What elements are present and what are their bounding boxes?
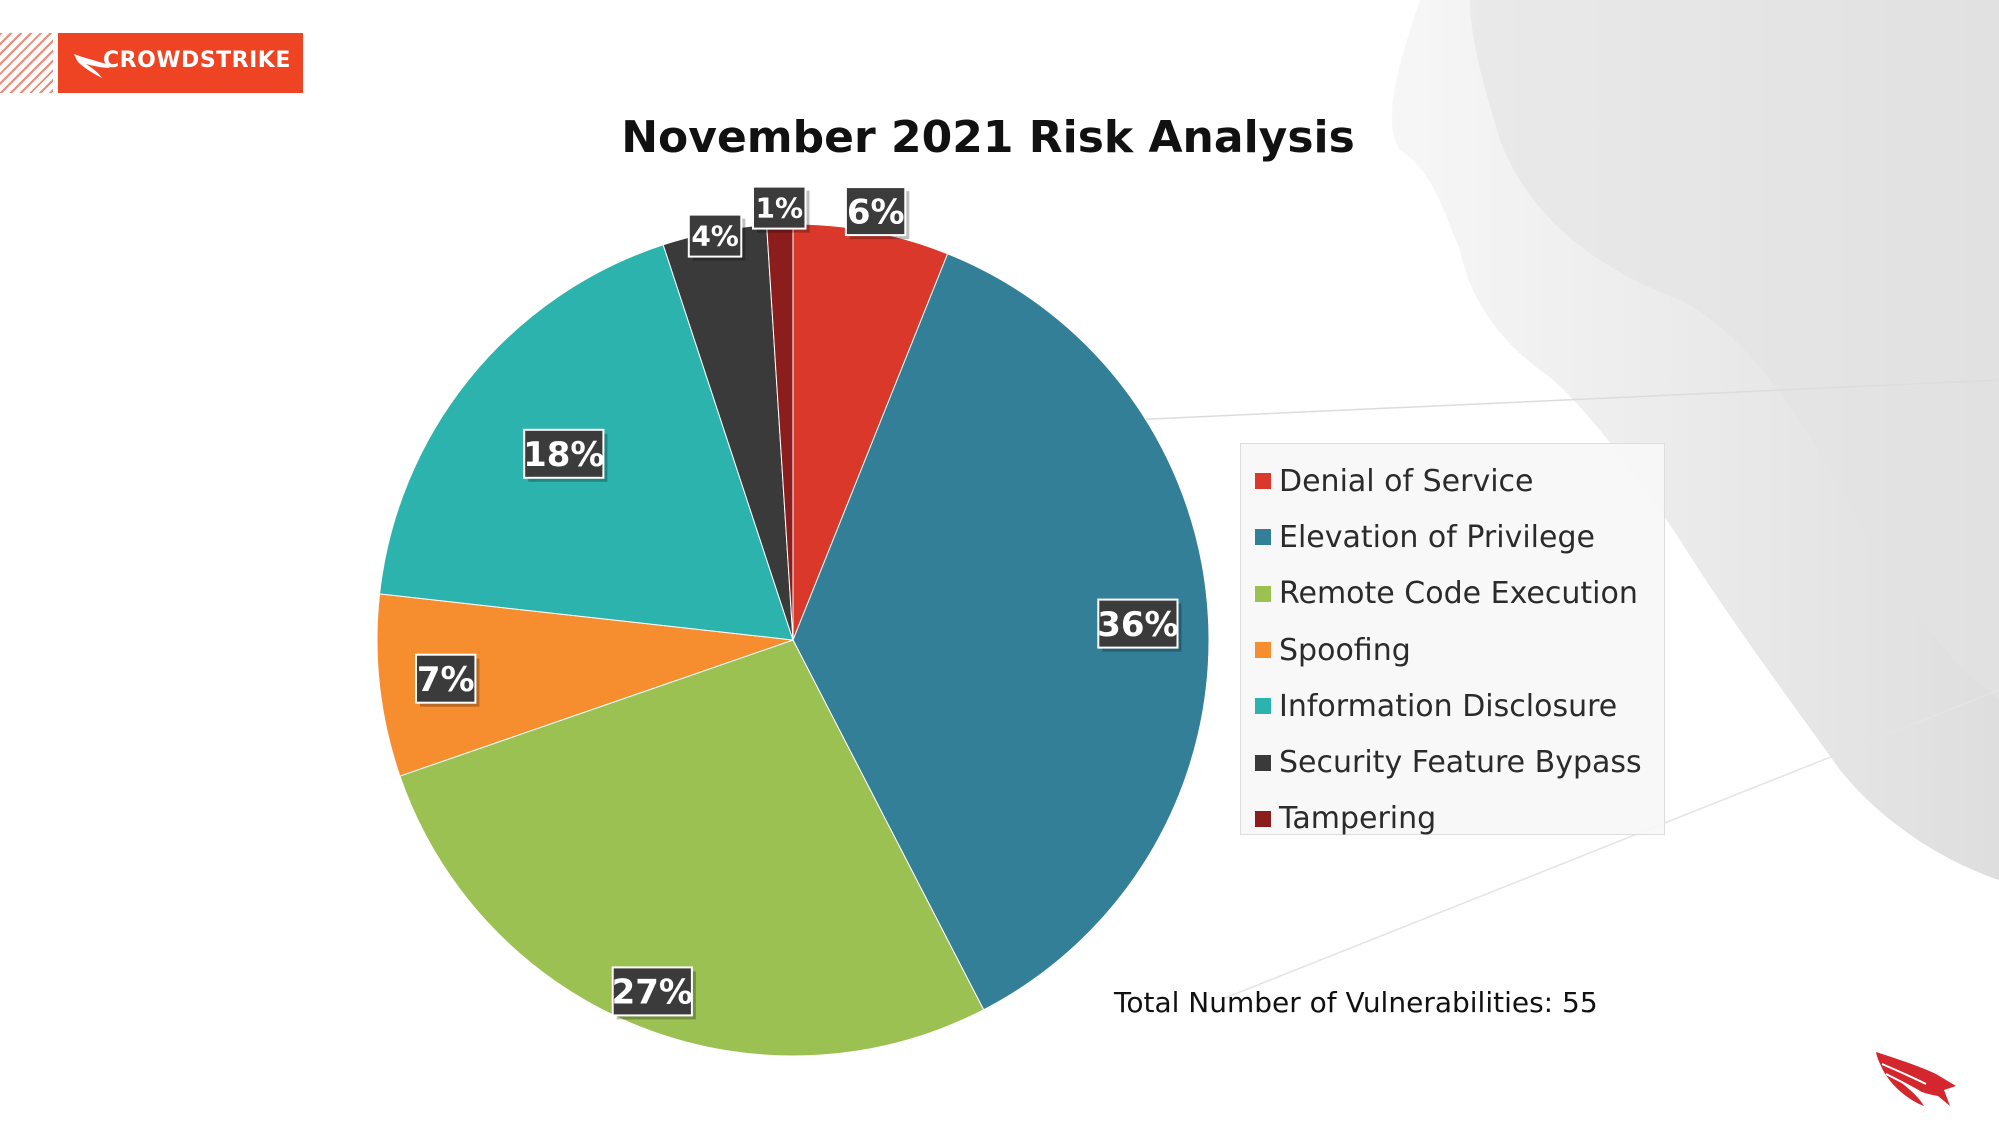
legend-label: Denial of Service	[1279, 463, 1534, 499]
data-label-text: 7%	[417, 660, 475, 700]
data-label-tampering: 1%	[752, 185, 810, 233]
brand-logo: CROWDSTRIKE	[58, 33, 303, 93]
data-label-text: 36%	[1097, 605, 1178, 645]
legend-label: Security Feature Bypass	[1279, 745, 1642, 781]
legend-item-denial-of-service: Denial of Service	[1255, 453, 1664, 509]
data-label-text: 27%	[612, 973, 693, 1013]
legend-label: Elevation of Privilege	[1279, 519, 1595, 555]
data-label-elevation-of-privilege: 36%	[1097, 598, 1182, 652]
chart-legend: Denial of Service Elevation of Privilege R…	[1240, 443, 1665, 836]
data-label-information-disclosure: 18%	[523, 428, 608, 482]
data-label-remote-code-execution: 27%	[612, 966, 696, 1020]
data-label-text: 4%	[691, 220, 739, 253]
legend-item-elevation-of-privilege: Elevation of Privilege	[1255, 509, 1664, 565]
logo-hatch-decoration	[0, 33, 53, 93]
total-vulnerabilities-note: Total Number of Vulnerabilities: 55	[1114, 986, 1598, 1019]
legend-swatch	[1255, 529, 1271, 546]
data-label-text: 6%	[847, 192, 905, 232]
legend-swatch	[1255, 698, 1271, 715]
legend-label: Remote Code Execution	[1279, 576, 1638, 612]
legend-item-information-disclosure: Information Disclosure	[1255, 678, 1664, 734]
pie-slice-remote-code-execution	[399, 639, 985, 1057]
legend-swatch	[1255, 754, 1271, 771]
data-label-security-feature-bypass: 4%	[687, 213, 746, 261]
legend-swatch	[1255, 642, 1271, 659]
chart-title: November 2021 Risk Analysis	[621, 112, 1355, 163]
falcon-logo-icon	[74, 54, 110, 78]
falcon-icon	[1876, 1052, 1956, 1106]
pie-slice-elevation-of-privilege	[792, 253, 1210, 1011]
brand-logo-text: CROWDSTRIKE	[103, 48, 291, 73]
legend-swatch	[1255, 585, 1271, 602]
data-label-denial-of-service: 6%	[844, 186, 910, 240]
legend-label: Information Disclosure	[1279, 688, 1618, 724]
legend-swatch	[1255, 810, 1271, 827]
data-label-text: 18%	[523, 435, 604, 475]
data-label-text: 1%	[756, 192, 804, 225]
legend-label: Tampering	[1279, 801, 1437, 837]
legend-item-spoofing: Spoofing	[1255, 622, 1664, 678]
legend-item-tampering: Tampering	[1255, 791, 1664, 847]
legend-label: Spoofing	[1279, 632, 1411, 668]
legend-item-security-feature-bypass: Security Feature Bypass	[1255, 734, 1664, 790]
pie-slice-spoofing	[376, 593, 794, 777]
legend-item-remote-code-execution: Remote Code Execution	[1255, 566, 1664, 622]
legend-swatch	[1255, 473, 1271, 490]
data-label-spoofing: 7%	[415, 653, 480, 707]
